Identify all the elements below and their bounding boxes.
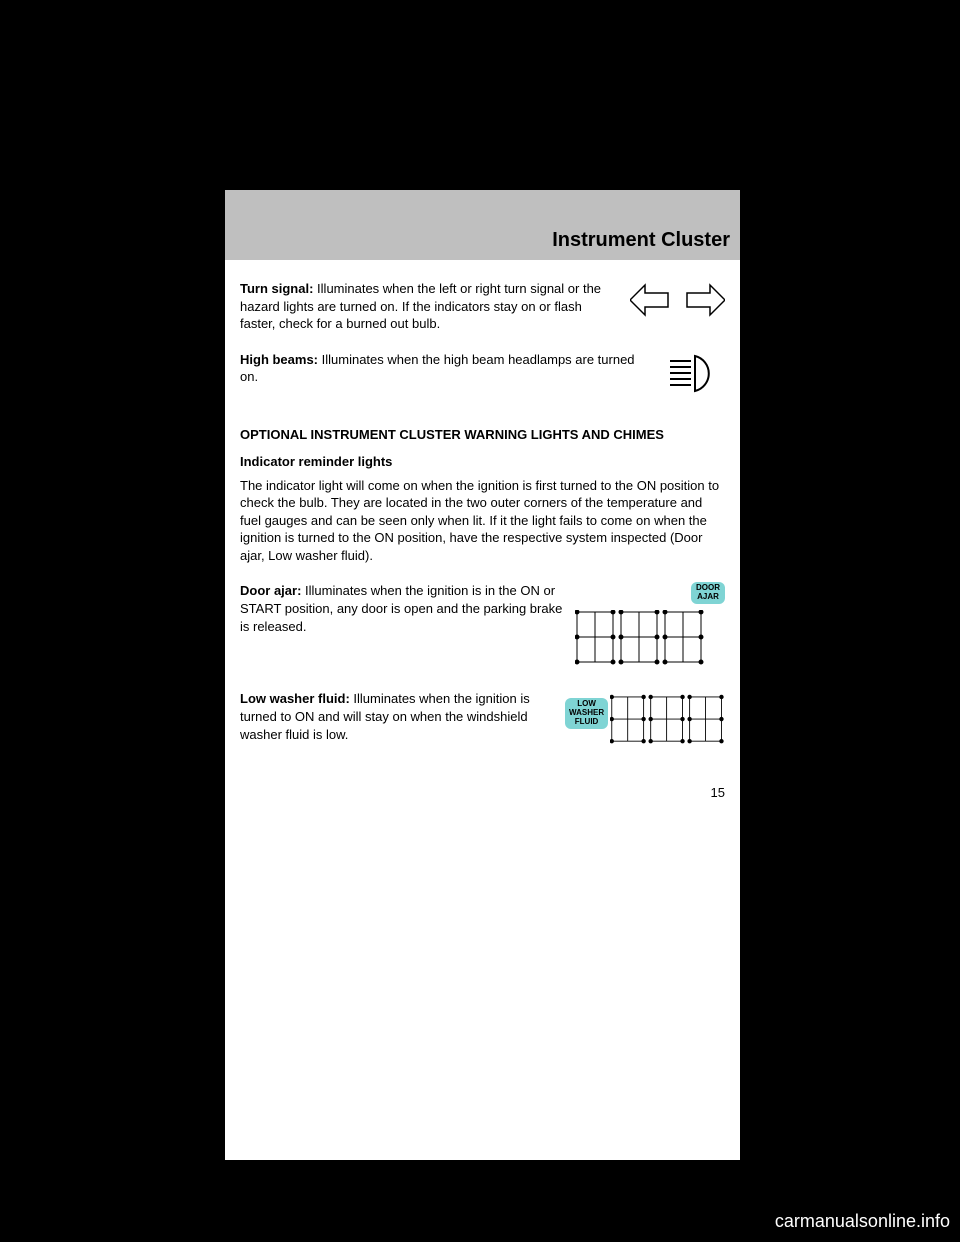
door-ajar-section: DOOR AJAR: [240, 582, 725, 672]
reminder-intro: The indicator light will come on when th…: [240, 477, 725, 565]
door-ajar-graphic: DOOR AJAR: [575, 582, 725, 667]
header-bar: Instrument Cluster: [225, 190, 740, 260]
washer-section: LOW WASHER FLUID: [240, 690, 725, 755]
high-beams-text: High beams: Illuminates when the high be…: [240, 351, 725, 386]
washer-graphic: LOW WASHER FLUID: [565, 690, 725, 750]
optional-heading: OPTIONAL INSTRUMENT CLUSTER WARNING LIGH…: [240, 426, 725, 444]
door-ajar-label: Door ajar:: [240, 583, 301, 598]
seven-segment-icon: [610, 692, 725, 747]
turn-signal-section: Turn signal: Illuminates when the left o…: [240, 280, 725, 333]
high-beam-icon: [665, 351, 725, 401]
door-ajar-badge-line2: AJAR: [696, 593, 720, 602]
watermark: carmanualsonline.info: [775, 1211, 950, 1232]
high-beams-label: High beams:: [240, 352, 318, 367]
seven-segment-icon: [575, 610, 705, 665]
turn-signal-icon: [630, 280, 725, 325]
door-ajar-badge: DOOR AJAR: [691, 582, 725, 604]
washer-badge-line3: FLUID: [569, 718, 604, 727]
content-area: Turn signal: Illuminates when the left o…: [225, 260, 740, 1160]
page-number: 15: [240, 785, 725, 800]
washer-label: Low washer fluid:: [240, 691, 350, 706]
page-container: Instrument Cluster Turn signal: Illumina…: [225, 190, 740, 1160]
reminder-heading: Indicator reminder lights: [240, 453, 725, 471]
high-beams-section: High beams: Illuminates when the high be…: [240, 351, 725, 406]
turn-signal-label: Turn signal:: [240, 281, 313, 296]
header-title: Instrument Cluster: [552, 229, 730, 252]
washer-badge: LOW WASHER FLUID: [565, 698, 608, 728]
